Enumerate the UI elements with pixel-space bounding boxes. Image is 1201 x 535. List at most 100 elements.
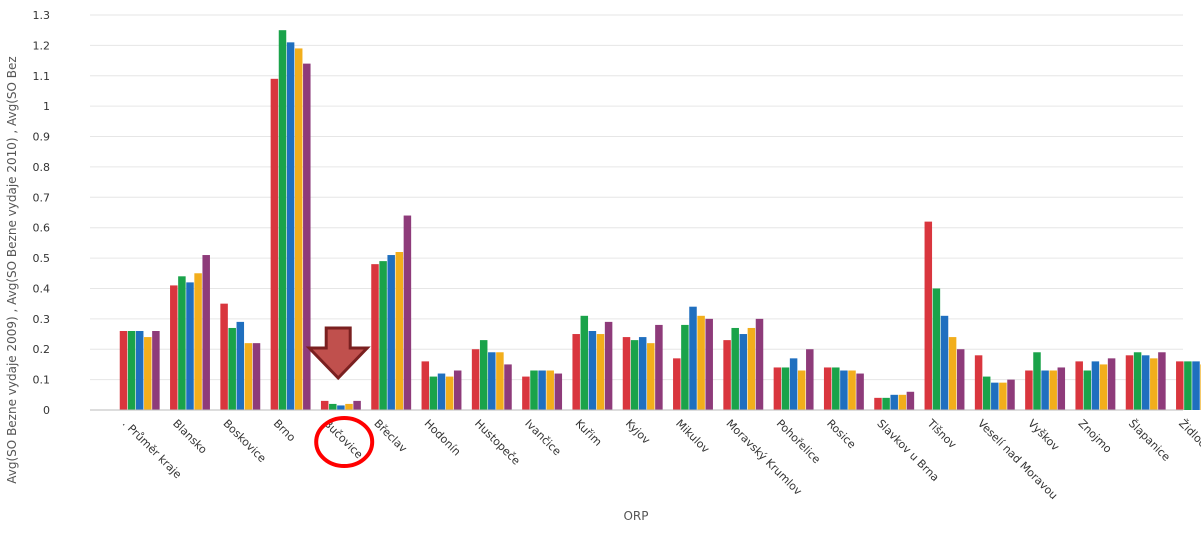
bar <box>655 324 663 410</box>
bar <box>1192 361 1200 410</box>
bar <box>471 349 480 410</box>
bar <box>580 315 589 410</box>
bar <box>554 373 563 410</box>
bar <box>982 376 991 410</box>
bar <box>429 376 438 410</box>
bar <box>1184 361 1192 410</box>
x-tick-label: Židlochovice <box>1176 417 1201 475</box>
bar <box>1025 370 1033 410</box>
bar <box>630 340 639 410</box>
bar <box>723 340 731 410</box>
bar <box>604 321 613 410</box>
bar <box>119 331 128 410</box>
y-tick-label: 0.8 <box>33 161 51 174</box>
x-tick-label: Blansko <box>170 417 210 457</box>
y-axis-ticks: 0 0.1 0.2 0.3 0.4 0.5 0.6 0.7 0.8 0.9 1 1.1 1.2 1.3 <box>33 9 51 417</box>
bar <box>697 315 705 410</box>
x-tick-label: Tišnov <box>924 416 959 451</box>
bar <box>588 331 597 410</box>
x-tick-label: Znojmo <box>1076 417 1115 456</box>
y-tick-label: 1.1 <box>33 70 51 83</box>
bar <box>882 397 890 410</box>
y-tick-label: 0.9 <box>33 131 51 144</box>
bar <box>1158 352 1166 410</box>
x-tick-label: Pohořelice <box>774 417 823 466</box>
bar <box>673 358 681 410</box>
bar <box>773 367 782 410</box>
bar <box>840 370 848 410</box>
x-tick-label: Břeclav <box>371 417 409 455</box>
annotations <box>305 326 375 468</box>
bar <box>152 331 160 410</box>
down-arrow-annotation <box>305 326 371 381</box>
bar <box>924 221 933 410</box>
bar <box>294 48 303 411</box>
y-tick-label: 0 <box>43 404 50 417</box>
y-tick-label: 1.2 <box>33 39 51 52</box>
bar <box>522 376 530 410</box>
x-tick-label: Kyjov <box>623 417 653 447</box>
bar <box>1041 370 1049 410</box>
bar <box>1099 364 1108 410</box>
x-tick-label: Vyškov <box>1025 417 1062 454</box>
bar <box>479 340 488 410</box>
y-tick-label: 1 <box>43 100 50 113</box>
bar <box>1176 361 1184 410</box>
bar <box>856 373 864 410</box>
bar <box>1133 352 1142 410</box>
bar <box>538 370 546 410</box>
bar <box>135 331 144 410</box>
bar <box>705 318 713 410</box>
bar <box>572 334 580 410</box>
x-tick-label: Rosice <box>824 417 858 451</box>
bar <box>797 370 806 410</box>
bar <box>546 370 554 410</box>
y-tick-label: 0.1 <box>33 374 51 387</box>
bar <box>286 42 295 410</box>
y-axis-title: Avg(SO Bezne vydaje 2009) , Avg(SO Bezne… <box>5 56 19 483</box>
bar <box>453 370 462 410</box>
x-tick-label: Kuřim <box>573 417 605 449</box>
bar <box>874 397 882 410</box>
bar <box>906 391 915 410</box>
bar <box>170 285 178 410</box>
bar <box>731 327 739 410</box>
bar <box>329 403 337 410</box>
bar <box>1125 355 1134 410</box>
bar <box>320 400 329 410</box>
bar <box>1049 370 1057 410</box>
bar <box>747 327 756 410</box>
bar <box>504 364 512 410</box>
bar <box>1091 361 1100 410</box>
x-tick-label: Hodonín <box>422 417 464 459</box>
bar <box>496 352 504 410</box>
bar <box>445 376 454 410</box>
bar <box>437 373 446 410</box>
bar <box>178 276 186 410</box>
x-tick-label: Boskovice <box>220 417 268 465</box>
bar <box>622 337 631 410</box>
bar <box>940 315 949 410</box>
bar <box>1057 367 1066 410</box>
bar <box>755 318 764 410</box>
y-tick-label: 1.3 <box>33 9 51 22</box>
bar <box>127 331 136 410</box>
bar <box>1107 358 1116 410</box>
bar <box>932 288 941 410</box>
bar <box>898 394 907 410</box>
bar <box>403 215 412 410</box>
bar <box>379 261 387 410</box>
bar <box>739 334 748 410</box>
bar <box>186 282 194 410</box>
bar <box>371 264 379 410</box>
bar <box>1033 352 1041 410</box>
bar <box>353 400 361 410</box>
bar <box>647 343 655 410</box>
bar <box>270 78 279 410</box>
y-tick-label: 0.3 <box>33 313 51 326</box>
x-tick-label: Ivančice <box>522 417 563 458</box>
y-tick-label: 0.7 <box>33 191 51 204</box>
bar <box>781 367 790 410</box>
bar <box>596 334 605 410</box>
